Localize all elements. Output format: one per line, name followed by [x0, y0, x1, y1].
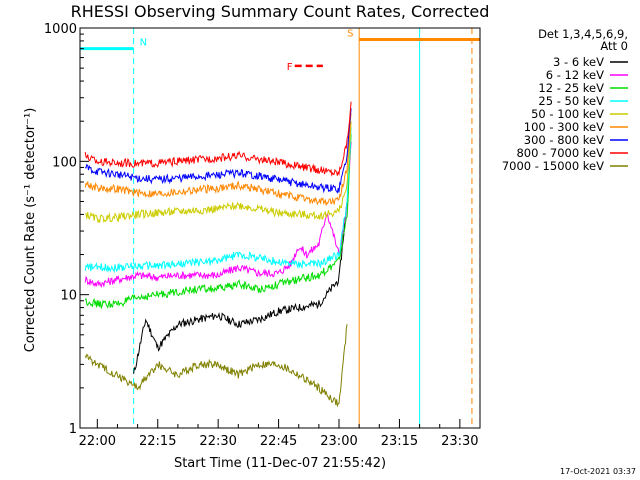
- annotation-label: S: [347, 28, 353, 39]
- series-line: [84, 108, 352, 194]
- legend-entry-label: 25 - 50 keV: [538, 94, 604, 108]
- series-line: [84, 113, 352, 206]
- series-line: [84, 324, 348, 408]
- legend-entry-label: 800 - 7000 keV: [516, 146, 604, 160]
- y-tick-label: 100: [52, 155, 77, 170]
- legend-entry-label: 300 - 800 keV: [524, 133, 604, 147]
- x-tick-label: 23:30: [441, 434, 478, 449]
- x-tick-label: 23:15: [381, 434, 418, 449]
- y-tick-label: 1: [69, 422, 77, 437]
- legend-entry-label: 12 - 25 keV: [538, 81, 604, 95]
- series-line: [84, 141, 352, 289]
- x-tick-label: 23:00: [320, 434, 357, 449]
- legend-entry-label: 6 - 12 keV: [546, 68, 604, 82]
- y-tick-label: 1000: [44, 22, 77, 37]
- legend-entry-label: 7000 - 15000 keV: [502, 159, 604, 173]
- chart-title: RHESSI Observing Summary Count Rates, Co…: [71, 2, 490, 21]
- legend-header: Att 0: [600, 39, 628, 53]
- y-axis: 1 10 100 1000: [44, 22, 89, 437]
- x-axis-label: Start Time (11-Dec-07 21:55:42): [174, 456, 386, 471]
- series-line: [85, 121, 352, 224]
- series-line: [84, 127, 352, 274]
- x-tick-label: 22:00: [79, 434, 116, 449]
- x-tick-label: 22:45: [260, 434, 297, 449]
- y-tick-label: 10: [60, 289, 77, 304]
- plot-area: N F S: [80, 28, 480, 428]
- legend-entry-label: 3 - 6 keV: [553, 55, 604, 69]
- x-tick-label: 22:30: [199, 434, 236, 449]
- legend-header: Det 1,3,4,5,6,9,: [538, 27, 628, 41]
- annotation-label: F: [287, 62, 293, 73]
- series-line: [84, 101, 352, 177]
- series-line: [133, 201, 348, 374]
- series-line: [84, 134, 352, 310]
- legend-entry-label: 100 - 300 keV: [524, 120, 604, 134]
- footer-timestamp: 17-Oct-2021 03:37: [560, 467, 636, 476]
- y-axis-label: Corrected Count Rate (s⁻¹ detector⁻¹): [23, 108, 38, 353]
- x-axis: 22:00 22:15 22:30 22:45 23:00 23:15 23:30: [79, 419, 481, 449]
- plot-frame: [79, 27, 481, 429]
- legend-entry-label: 50 - 100 keV: [531, 107, 604, 121]
- x-tick-label: 22:15: [139, 434, 176, 449]
- annotation-label: N: [140, 38, 147, 49]
